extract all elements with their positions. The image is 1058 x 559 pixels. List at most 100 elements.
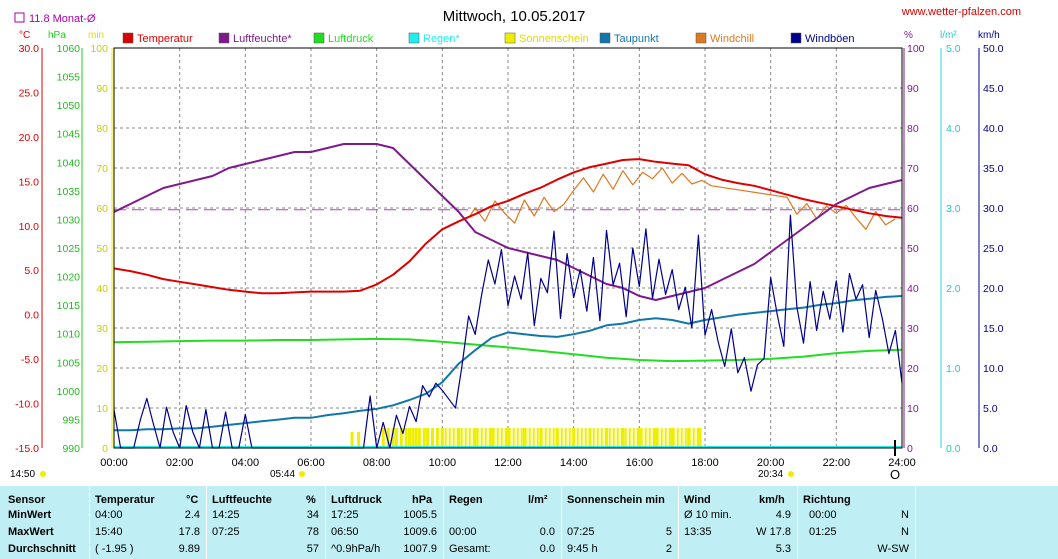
sunshine-bar [508, 428, 511, 448]
y-tick-press: 1055 [57, 72, 81, 84]
y-tick-temp: 0.0 [24, 310, 39, 322]
cell-press-time: 06:50 [331, 526, 359, 538]
sunrise-label: 05:44 [270, 469, 295, 480]
series-line-luftdruck [113, 337, 903, 363]
cell-temp-val: 17.8 [178, 526, 200, 538]
sunshine-bar [411, 428, 415, 448]
sunshine-bar [632, 428, 635, 448]
site-link[interactable]: www.wetter-pfalzen.com [901, 6, 1021, 18]
sunshine-bar [684, 428, 687, 448]
col-sep-5 [561, 486, 562, 559]
sunshine-bar [652, 428, 655, 448]
col-sep-6 [678, 486, 679, 559]
sunshine-bar [414, 428, 418, 448]
y-tick-labels: 30.0 25.0 20.0 15.0 10.0 5.0 0.0 -5.0 -10.0 -15.0… [15, 43, 1004, 455]
cell-hum-val: 34 [306, 509, 319, 521]
sunshine-bar [500, 428, 503, 448]
cell-press-val: 1005.5 [403, 509, 437, 521]
cell-temp-time: 15:40 [95, 526, 123, 538]
x-tick-label: 06:00 [297, 457, 325, 469]
y-tick-temp: -15.0 [15, 443, 39, 455]
x-tick-label: 14:00 [560, 457, 588, 469]
y-tick-press: 1000 [57, 386, 81, 398]
sunshine-bar [572, 428, 575, 448]
y-tick-sun: 80 [96, 123, 108, 135]
sunshine-bar [472, 428, 475, 448]
y-tick-press: 1015 [57, 300, 81, 312]
x-tick-label: 18:00 [691, 457, 719, 469]
x-tick-label: 00:00 [100, 457, 128, 469]
y-tick-press: 1040 [57, 157, 81, 169]
x-tick-label: 02:00 [166, 457, 194, 469]
sunshine-bar [399, 428, 403, 448]
cell-temp-time: 04:00 [95, 509, 123, 521]
hdr-temp: Temperatur [95, 494, 155, 506]
y-tick-temp: 15.0 [19, 176, 40, 188]
cell-hum-time: 14:25 [212, 509, 240, 521]
sunshine-bar [552, 428, 555, 448]
x-tick-label: 20:00 [757, 457, 785, 469]
sunshine-bar [604, 428, 607, 448]
sunshine-bar [560, 428, 563, 448]
sunshine-bar [656, 428, 659, 448]
cell-temp-val: 2.4 [184, 509, 200, 521]
y-tick-hum: 20 [907, 363, 919, 375]
y-tick-sun: 10 [96, 403, 108, 415]
sunshine-bar [435, 428, 439, 448]
end-marker: O [890, 467, 900, 482]
x-tick-label: 08:00 [363, 457, 391, 469]
y-tick-wind: 20.0 [983, 283, 1004, 295]
cell-rain-val: 0.0 [539, 543, 555, 555]
y-tick-hum: 90 [907, 83, 919, 95]
cell-label: MaxWert [8, 526, 54, 538]
legend-label: Sonnenschein [519, 33, 589, 45]
sunshine-bar [628, 428, 631, 448]
legend-swatch [408, 32, 420, 44]
sunshine-bar [580, 428, 583, 448]
y-tick-sun: 70 [96, 163, 108, 175]
unit-rain: l/m² [940, 30, 957, 41]
sunshine-bar [488, 428, 491, 448]
sunshine-bar [654, 428, 658, 448]
hdr-hum: Luftfeuchte [212, 494, 272, 506]
hdr-rain-unit: l/m² [528, 494, 548, 506]
sunshine-bar [524, 428, 527, 448]
y-tick-hum: 10 [907, 403, 919, 415]
cell-sun-val: 5 [665, 526, 672, 538]
y-tick-hum: 80 [907, 123, 919, 135]
series-line-windchill [468, 167, 896, 230]
series-line-luftfeuchte [113, 143, 903, 301]
cell-rain-val: 0.0 [539, 526, 555, 538]
sunshine-bar [608, 428, 611, 448]
y-tick-temp: 10.0 [19, 221, 40, 233]
col-sep-7 [797, 486, 798, 559]
y-tick-wind: 50.0 [983, 43, 1004, 55]
legend-label: Temperatur [137, 33, 193, 45]
y-tick-press: 1005 [57, 357, 81, 369]
hdr-press: Luftdruck [331, 494, 382, 506]
series-line-temperatur [113, 158, 903, 295]
sunshine-bar [536, 428, 539, 448]
sunshine-bar [430, 428, 434, 448]
y-tick-hum: 100 [907, 43, 925, 55]
y-tick-hum: 70 [907, 163, 919, 175]
sunshine-bar [612, 428, 615, 448]
y-tick-press: 1030 [57, 214, 81, 226]
cell-label: MinWert [8, 509, 52, 521]
sunshine-bar [404, 428, 408, 448]
sunshine-bar [644, 428, 647, 448]
y-tick-sun: 30 [96, 323, 108, 335]
sunshine-bar [687, 428, 691, 448]
sunshine-bar [698, 428, 702, 448]
sunshine-bar [386, 428, 390, 448]
x-tick-label: 04:00 [232, 457, 260, 469]
legend-label: Windböen [805, 33, 855, 45]
legend-label: Regen* [423, 33, 460, 45]
hdr-temp-unit: °C [186, 494, 199, 506]
y-tick-hum: 30 [907, 323, 919, 335]
y-tick-hum: 50 [907, 243, 919, 255]
sunshine-bar [456, 428, 459, 448]
sunshine-bar [448, 428, 451, 448]
legend-swatch [122, 32, 134, 44]
sunshine-bar [476, 428, 479, 448]
